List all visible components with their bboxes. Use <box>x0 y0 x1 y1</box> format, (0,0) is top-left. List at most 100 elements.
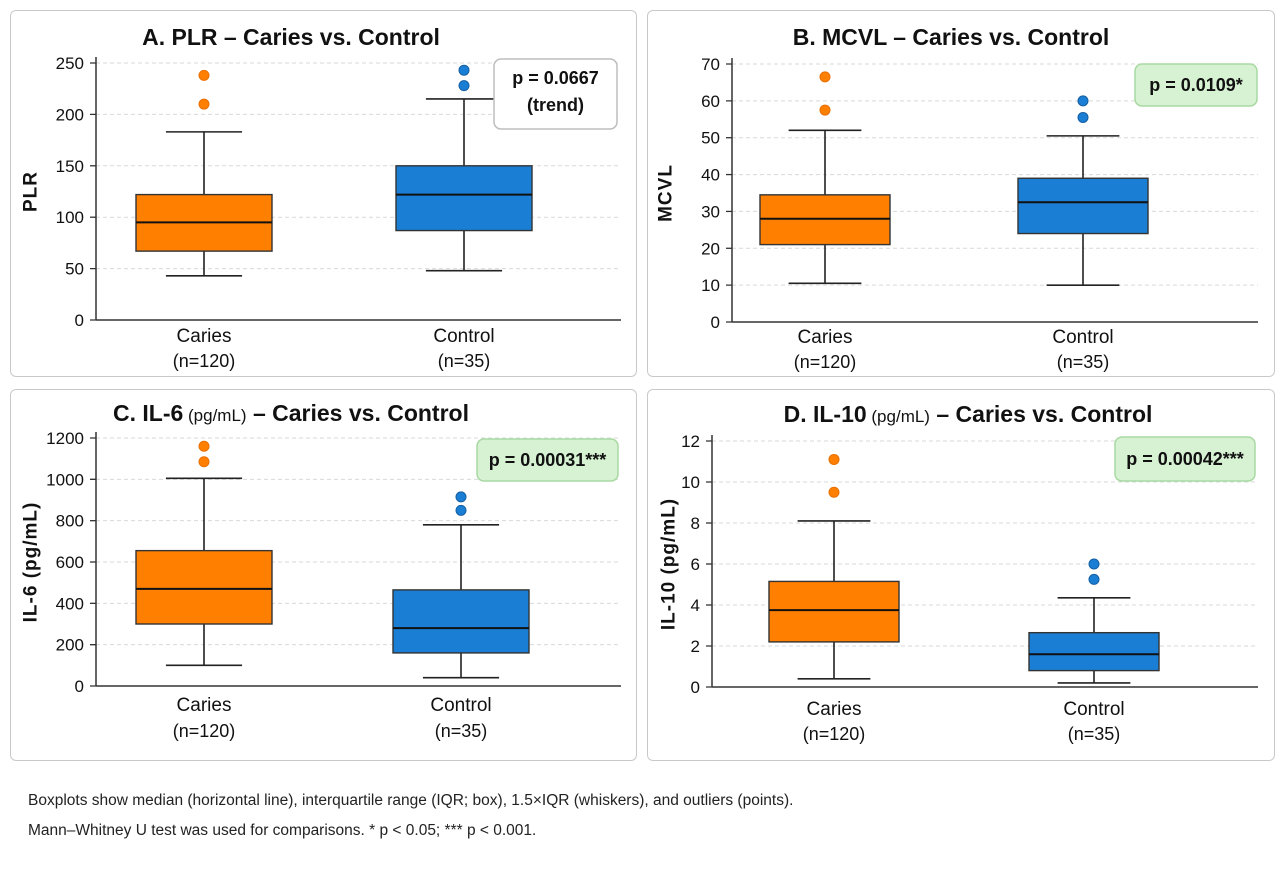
y-tick-label: 60 <box>701 92 720 111</box>
chart-c: C. IL-6 (pg/mL) – Caries vs. Control 0 200… <box>21 400 621 741</box>
outlier-point <box>458 80 470 92</box>
outlier-point <box>1077 95 1089 107</box>
chart-c-title: C. IL-6 (pg/mL) – Caries vs. Control <box>113 400 469 426</box>
figure-caption: Boxplots show median (horizontal line), … <box>28 786 1258 846</box>
x-category-label: Control <box>1052 327 1113 348</box>
title-main: A. PLR <box>142 24 218 50</box>
title-rest: – Caries vs. Control <box>930 401 1152 427</box>
outlier-point <box>819 104 831 116</box>
title-main: B. MCVL <box>793 24 888 50</box>
boxplot-caries <box>768 453 900 680</box>
outlier-point <box>455 491 467 503</box>
p-value-box <box>476 438 619 482</box>
outlier-point <box>1088 573 1100 585</box>
p-value-text: (trend) <box>527 95 584 115</box>
x-category-label: Caries <box>177 326 232 347</box>
iqr-box <box>135 549 273 625</box>
y-tick-label: 250 <box>56 54 84 73</box>
x-category-n: (n=35) <box>438 351 491 371</box>
outlier-point <box>1077 111 1089 123</box>
caption-line-1: Boxplots show median (horizontal line), … <box>28 792 794 809</box>
x-category-n: (n=35) <box>1068 724 1121 744</box>
chart-a-title: A. PLR – Caries vs. Control <box>142 24 440 50</box>
y-tick-label: 0 <box>75 311 84 330</box>
x-category-n: (n=120) <box>173 721 236 741</box>
p-value-text: p = 0.00042*** <box>1126 449 1244 469</box>
panel-d: D. IL-10 (pg/mL) – Caries vs. Control 0 2 4… <box>647 389 1275 761</box>
title-rest: – Caries vs. Control <box>217 24 439 50</box>
p-value-box <box>1114 436 1256 482</box>
y-tick-label: 20 <box>701 239 720 258</box>
y-tick-label: 150 <box>56 157 84 176</box>
boxplot-caries <box>759 71 891 285</box>
y-tick-label: 1200 <box>46 429 84 448</box>
outlier-point <box>455 504 467 516</box>
iqr-box <box>395 165 533 232</box>
title-unit: (pg/mL) <box>183 406 246 425</box>
y-axis-label: PLR <box>21 171 42 212</box>
x-category-label: Control <box>430 695 491 716</box>
outlier-point <box>198 69 210 81</box>
chart-a: A. PLR – Caries vs. Control 0 50 100 150 200 2… <box>21 24 621 371</box>
chart-b: B. MCVL – Caries vs. Control 0 10 20 30 40 50 6… <box>656 24 1258 372</box>
outlier-point <box>198 98 210 110</box>
title-rest: – Caries vs. Control <box>887 24 1109 50</box>
chart-d: D. IL-10 (pg/mL) – Caries vs. Control 0 2 4… <box>659 401 1258 744</box>
boxplot-control <box>395 64 533 272</box>
panel-c: C. IL-6 (pg/mL) – Caries vs. Control 0 200… <box>10 389 637 761</box>
outlier-point <box>828 486 840 498</box>
y-tick-label: 2 <box>691 637 700 656</box>
y-axis-label: MCVL <box>656 164 677 222</box>
y-tick-label: 6 <box>691 555 700 574</box>
y-tick-label: 50 <box>701 129 720 148</box>
y-tick-label: 40 <box>701 166 720 185</box>
panel-b: B. MCVL – Caries vs. Control 0 10 20 30 40 50 6… <box>647 10 1275 377</box>
y-tick-label: 100 <box>56 208 84 227</box>
y-tick-label: 12 <box>681 432 700 451</box>
x-category-n: (n=35) <box>435 721 488 741</box>
title-main: C. IL-6 <box>113 400 183 426</box>
p-value-text: p = 0.0109* <box>1149 75 1243 95</box>
y-tick-label: 70 <box>701 55 720 74</box>
boxplot-caries <box>135 440 273 667</box>
x-category-label: Control <box>433 326 494 347</box>
title-unit: (pg/mL) <box>867 407 930 426</box>
outlier-point <box>198 456 210 468</box>
y-tick-label: 1000 <box>46 470 84 489</box>
outlier-point <box>828 453 840 465</box>
title-rest: – Caries vs. Control <box>247 400 469 426</box>
y-axis-label: IL-10 (pg/mL) <box>659 498 680 630</box>
outlier-point <box>198 440 210 452</box>
x-category-label: Caries <box>177 695 232 716</box>
iqr-box <box>1028 631 1160 672</box>
iqr-box <box>1017 177 1149 235</box>
chart-d-title: D. IL-10 (pg/mL) – Caries vs. Control <box>784 401 1153 427</box>
y-tick-label: 800 <box>56 512 84 531</box>
x-category-n: (n=120) <box>173 351 236 371</box>
y-tick-label: 10 <box>681 473 700 492</box>
y-tick-label: 0 <box>75 677 84 696</box>
x-category-n: (n=120) <box>803 724 866 744</box>
y-tick-label: 400 <box>56 594 84 613</box>
outlier-point <box>819 71 831 83</box>
p-value-box <box>1134 63 1258 107</box>
iqr-box <box>392 589 530 654</box>
p-value-text: p = 0.0667 <box>512 68 599 88</box>
y-tick-label: 0 <box>691 678 700 697</box>
boxplot-control <box>392 491 530 679</box>
y-axis-label: IL-6 (pg/mL) <box>21 502 42 623</box>
p-value-box <box>493 58 618 130</box>
y-tick-label: 0 <box>711 313 720 332</box>
p-value-text: p = 0.00031*** <box>489 450 607 470</box>
y-tick-label: 600 <box>56 553 84 572</box>
boxplot-caries <box>135 69 273 277</box>
y-tick-label: 4 <box>691 596 700 615</box>
panel-a: A. PLR – Caries vs. Control 0 50 100 150 200 2… <box>10 10 637 377</box>
outlier-point <box>458 64 470 76</box>
x-category-label: Caries <box>798 327 853 348</box>
iqr-box <box>768 580 900 643</box>
y-tick-label: 200 <box>56 636 84 655</box>
y-tick-label: 50 <box>65 260 84 279</box>
x-category-label: Caries <box>807 699 862 720</box>
y-tick-label: 200 <box>56 105 84 124</box>
